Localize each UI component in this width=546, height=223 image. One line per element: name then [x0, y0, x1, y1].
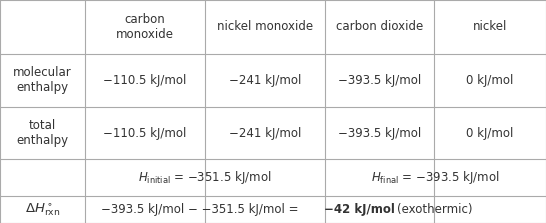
Text: −241 kJ/mol: −241 kJ/mol [229, 127, 301, 140]
Text: 0 kJ/mol: 0 kJ/mol [466, 74, 514, 87]
Text: −110.5 kJ/mol: −110.5 kJ/mol [103, 127, 186, 140]
Text: −393.5 kJ/mol − −351.5 kJ/mol =: −393.5 kJ/mol − −351.5 kJ/mol = [101, 203, 302, 216]
Text: nickel: nickel [473, 20, 507, 33]
Text: −241 kJ/mol: −241 kJ/mol [229, 74, 301, 87]
Text: 0 kJ/mol: 0 kJ/mol [466, 127, 514, 140]
Text: −393.5 kJ/mol: −393.5 kJ/mol [338, 74, 421, 87]
Text: molecular
enthalpy: molecular enthalpy [13, 66, 72, 94]
Text: nickel monoxide: nickel monoxide [217, 20, 313, 33]
Text: carbon dioxide: carbon dioxide [336, 20, 423, 33]
Text: −110.5 kJ/mol: −110.5 kJ/mol [103, 74, 186, 87]
Text: carbon
monoxide: carbon monoxide [116, 13, 174, 41]
Text: $H_\mathrm{initial}$ = −351.5 kJ/mol: $H_\mathrm{initial}$ = −351.5 kJ/mol [138, 169, 271, 186]
Text: −42 kJ/mol: −42 kJ/mol [324, 203, 395, 216]
Text: total
enthalpy: total enthalpy [16, 119, 68, 147]
Text: (exothermic): (exothermic) [397, 203, 473, 216]
Text: −393.5 kJ/mol: −393.5 kJ/mol [338, 127, 421, 140]
Text: $\Delta H^\circ_\mathrm{rxn}$: $\Delta H^\circ_\mathrm{rxn}$ [25, 201, 60, 218]
Text: $H_\mathrm{final}$ = −393.5 kJ/mol: $H_\mathrm{final}$ = −393.5 kJ/mol [371, 169, 500, 186]
